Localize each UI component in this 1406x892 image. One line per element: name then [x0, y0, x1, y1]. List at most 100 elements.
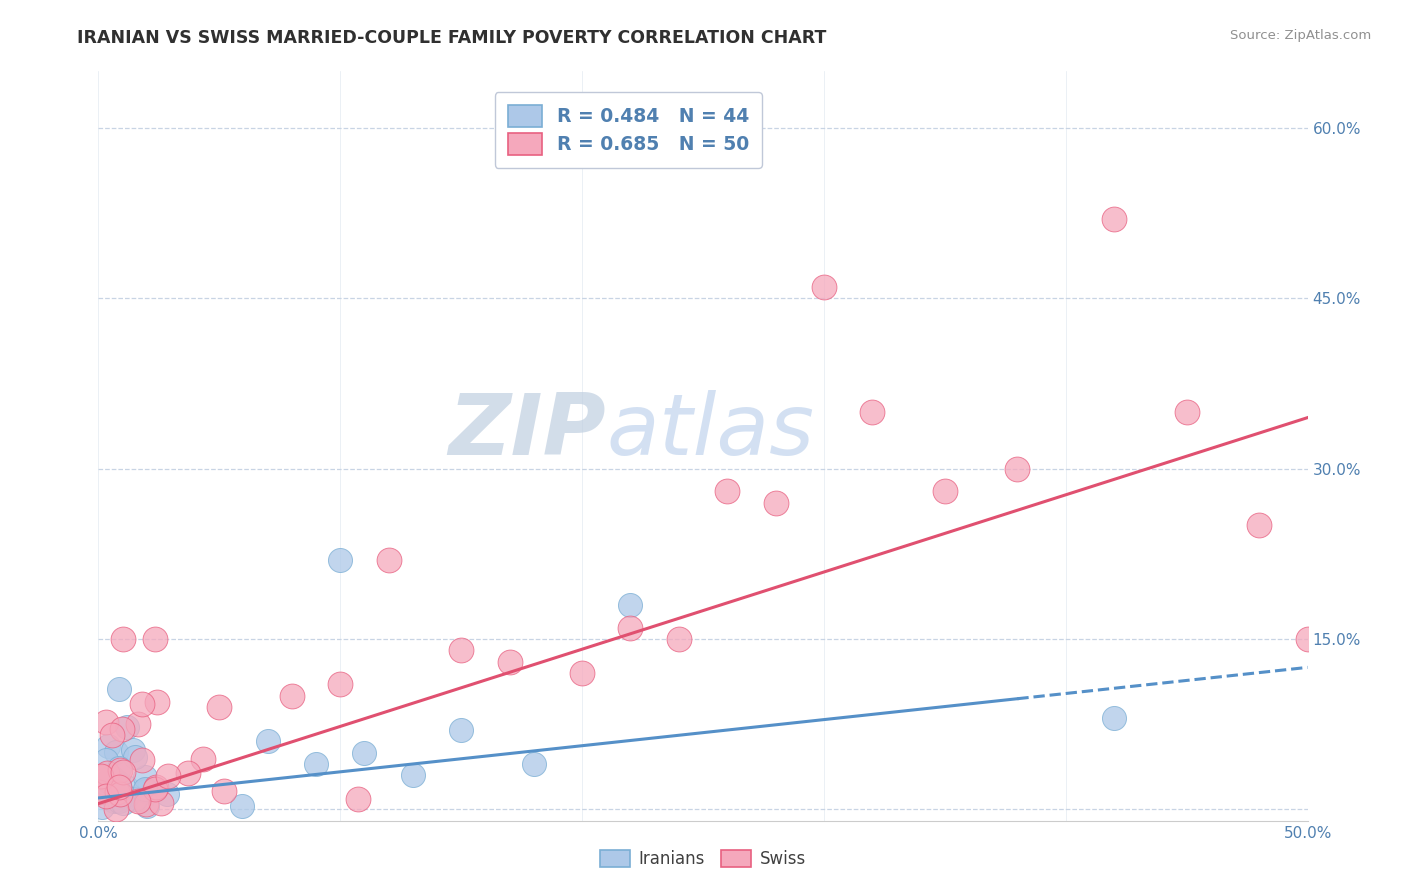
Point [329, 552, 352, 566]
Point [498, 655, 520, 669]
Point [134, 782, 156, 797]
Point [281, 689, 304, 703]
Point [107, 780, 129, 794]
Point [1175, 405, 1198, 419]
Point [450, 643, 472, 657]
Point [571, 666, 593, 681]
Point [105, 802, 128, 816]
Point [256, 734, 278, 748]
Point [108, 761, 131, 775]
Point [108, 763, 131, 777]
Point [104, 777, 127, 791]
Point [353, 746, 375, 760]
Text: atlas: atlas [606, 390, 814, 473]
Point [135, 783, 157, 797]
Point [127, 794, 149, 808]
Point [100, 728, 122, 742]
Legend: Iranians, Swiss: Iranians, Swiss [593, 843, 813, 875]
Point [135, 797, 157, 812]
Point [115, 790, 138, 805]
Point [145, 780, 167, 795]
Point [1007, 461, 1029, 475]
Text: IRANIAN VS SWISS MARRIED-COUPLE FAMILY POVERTY CORRELATION CHART: IRANIAN VS SWISS MARRIED-COUPLE FAMILY P… [77, 29, 827, 46]
Point [765, 496, 787, 510]
Point [112, 796, 135, 810]
Point [176, 765, 198, 780]
Point [111, 787, 134, 801]
Point [450, 723, 472, 737]
Point [117, 720, 139, 734]
Point [105, 745, 128, 759]
Point [90, 781, 112, 796]
Point [100, 771, 122, 785]
Point [108, 787, 131, 801]
Text: Source: ZipAtlas.com: Source: ZipAtlas.com [1230, 29, 1371, 42]
Point [231, 798, 253, 813]
Point [127, 717, 149, 731]
Point [813, 280, 835, 294]
Point [97, 739, 120, 753]
Point [668, 632, 690, 646]
Point [105, 785, 128, 799]
Point [136, 798, 159, 813]
Point [329, 677, 352, 691]
Point [377, 552, 399, 566]
Point [1296, 632, 1319, 646]
Point [143, 632, 166, 646]
Point [105, 775, 128, 789]
Point [89, 784, 111, 798]
Point [131, 697, 153, 711]
Point [108, 681, 131, 696]
Point [131, 791, 153, 805]
Point [90, 800, 112, 814]
Point [347, 791, 370, 805]
Point [1249, 518, 1271, 533]
Point [124, 792, 146, 806]
Point [619, 621, 641, 635]
Point [94, 776, 117, 790]
Point [1344, 484, 1367, 499]
Point [156, 787, 179, 801]
Point [96, 765, 118, 780]
Point [934, 484, 956, 499]
Point [124, 749, 146, 764]
Point [97, 774, 120, 789]
Point [191, 752, 214, 766]
Point [523, 756, 546, 771]
Point [115, 780, 138, 794]
Point [1102, 211, 1125, 226]
Point [112, 764, 135, 779]
Text: ZIP: ZIP [449, 390, 606, 473]
Point [1102, 711, 1125, 725]
Point [208, 700, 231, 714]
Point [145, 782, 167, 797]
Point [212, 783, 235, 797]
Point [716, 484, 738, 499]
Point [108, 794, 131, 808]
Point [149, 796, 172, 810]
Point [305, 756, 328, 771]
Point [91, 770, 114, 784]
Point [134, 782, 156, 797]
Point [121, 743, 143, 757]
Point [129, 791, 152, 805]
Point [101, 771, 124, 785]
Point [619, 598, 641, 612]
Point [96, 714, 118, 729]
Point [111, 722, 134, 736]
Point [96, 789, 118, 803]
Point [107, 774, 129, 789]
Point [860, 405, 883, 419]
Point [402, 768, 425, 782]
Point [103, 794, 125, 808]
Legend: R = 0.484   N = 44, R = 0.685   N = 50: R = 0.484 N = 44, R = 0.685 N = 50 [495, 92, 762, 168]
Point [131, 753, 153, 767]
Point [107, 778, 129, 792]
Point [134, 770, 156, 784]
Point [90, 769, 112, 783]
Point [146, 695, 169, 709]
Point [100, 787, 122, 801]
Point [94, 753, 117, 767]
Point [156, 769, 179, 783]
Point [111, 632, 134, 646]
